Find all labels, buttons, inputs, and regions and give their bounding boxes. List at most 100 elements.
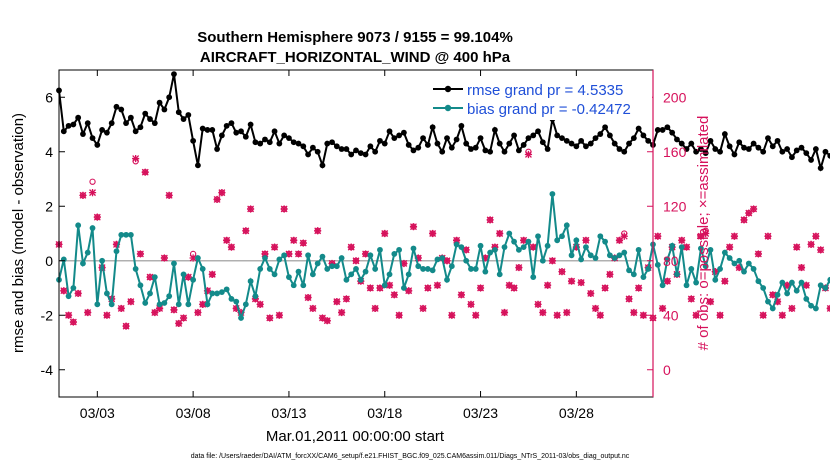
rmse-point [530, 132, 537, 139]
obs-assimilated-point [510, 284, 518, 292]
bias-point [286, 274, 292, 280]
rmse-point [472, 144, 479, 151]
bias-point [496, 271, 503, 278]
rmse-point [262, 136, 268, 143]
bias-point [439, 255, 446, 261]
bias-point [305, 252, 311, 259]
obs-assimilated-point [433, 281, 442, 289]
rmse-point [635, 125, 642, 132]
obs-assimilated-point [213, 195, 221, 204]
bias-point [429, 267, 436, 274]
obs-assimilated-point [304, 293, 312, 302]
obs-assimilated-point [280, 205, 288, 213]
bias-point [827, 276, 830, 283]
obs-assimilated-point [132, 154, 140, 163]
bias-point [281, 252, 288, 259]
rmse-point [113, 103, 120, 110]
x-tick-label: 03/08 [176, 405, 211, 421]
obs-assimilated-point [146, 273, 154, 281]
obs-assimilated-point [64, 311, 73, 319]
bias-point [247, 278, 254, 285]
obs-assimilated-point [184, 273, 192, 281]
obs-assimilated-point [577, 278, 585, 287]
bias-point [367, 252, 374, 259]
obs-assimilated-point [730, 232, 739, 240]
obs-assimilated-point [232, 304, 240, 313]
rmse-point [482, 147, 489, 154]
obs-assimilated-point [448, 311, 456, 319]
bias-point [683, 282, 690, 289]
bias-point [597, 233, 604, 240]
obs-assimilated-point [582, 236, 590, 244]
rmse-point [698, 146, 704, 152]
rmse-point [827, 152, 830, 159]
bias-point [329, 263, 335, 270]
bias-point [654, 261, 661, 268]
obs-assimilated-point [807, 240, 815, 248]
bias-point [242, 301, 249, 308]
obs-assimilated-point [544, 281, 552, 289]
rmse-point [654, 127, 661, 133]
obs-assimilated-point [706, 298, 715, 306]
obs-assimilated-point [587, 289, 595, 298]
obs-assimilated-point [103, 311, 111, 319]
obs-assimilated-point [505, 281, 513, 289]
rmse-point [300, 143, 307, 150]
obs-assimilated-point [457, 291, 465, 299]
obs-assimilated-point [692, 311, 700, 319]
rmse-point [218, 132, 225, 139]
obs-assimilated-point [409, 223, 418, 231]
rmse-point [252, 139, 259, 146]
rmse-point [290, 139, 297, 146]
obs-assimilated-point [678, 236, 686, 244]
rmse-point [539, 139, 546, 146]
bias-point [803, 296, 810, 302]
bias-point [726, 255, 733, 261]
bias-point [812, 305, 819, 312]
rmse-point [319, 162, 326, 169]
data-file-footnote: data file: /Users/raeder/DAI/ATM_forcXX/… [191, 453, 630, 460]
rmse-point [84, 120, 91, 127]
bias-point [448, 263, 455, 270]
legend-bias-marker [444, 104, 452, 112]
obs-assimilated-point [711, 268, 719, 276]
obs-assimilated-point [572, 243, 580, 251]
rmse-point [501, 148, 508, 155]
bias-point [357, 276, 364, 283]
y-right-tick-label: 80 [663, 253, 679, 269]
rmse-point [276, 140, 283, 147]
obs-assimilated-point [620, 232, 628, 240]
obs-assimilated-point [136, 250, 145, 258]
rmse-point [357, 150, 364, 157]
x-tick-label: 03/13 [271, 405, 306, 421]
rmse-point [798, 144, 805, 151]
rmse-point [477, 135, 484, 142]
rmse-point [511, 132, 517, 139]
bias-point [544, 242, 551, 249]
obs-assimilated-point [122, 322, 130, 330]
rmse-point [180, 116, 187, 122]
bias-point [463, 257, 470, 264]
rmse-point [736, 139, 743, 146]
x-tick-label: 03/28 [559, 405, 594, 421]
rmse-point [702, 150, 709, 157]
bias-point [348, 271, 355, 278]
rmse-point [664, 124, 671, 131]
obs-assimilated-point [189, 254, 197, 262]
rmse-point [410, 147, 417, 154]
bias-point [228, 296, 235, 302]
rmse-point [621, 148, 628, 155]
bias-point [755, 278, 762, 285]
bias-point [218, 289, 225, 295]
obs-assimilated-point [208, 270, 216, 278]
obs-assimilated-point [764, 232, 772, 240]
bias-point [94, 301, 101, 308]
obs-assimilated-point [165, 191, 173, 199]
obs-assimilated-point [548, 257, 557, 265]
bias-point [822, 285, 829, 291]
obs-assimilated-point [769, 291, 777, 299]
bias-point [60, 256, 67, 263]
rmse-point [597, 131, 604, 137]
bias-point [324, 266, 331, 272]
rmse-point [132, 128, 139, 135]
